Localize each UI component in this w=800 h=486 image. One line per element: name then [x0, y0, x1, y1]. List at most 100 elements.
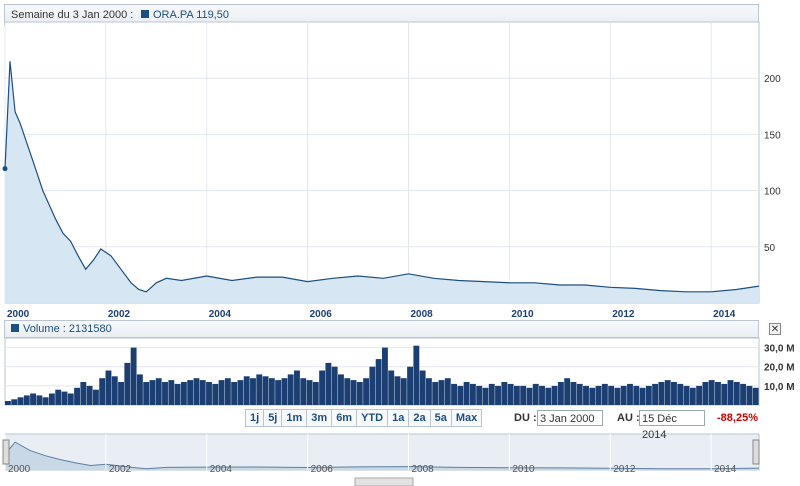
volume-bar — [677, 383, 684, 405]
volume-bar — [627, 383, 633, 405]
volume-bar — [740, 383, 747, 405]
volume-bar — [601, 383, 608, 405]
volume-bar — [752, 387, 759, 405]
range-button-5a[interactable]: 5a — [429, 409, 452, 427]
volume-bar — [218, 380, 225, 405]
week-label: Semaine du 3 Jan 2000 : — [11, 9, 134, 21]
range-button-ytd[interactable]: YTD — [356, 409, 389, 427]
range-button-max[interactable]: Max — [450, 409, 483, 427]
volume-bar — [325, 362, 332, 405]
volume-bar — [193, 378, 200, 405]
volume-bar — [162, 382, 168, 405]
volume-bar — [268, 378, 275, 405]
volume-bar — [136, 374, 143, 405]
volume-bar — [74, 387, 80, 405]
volume-bar — [86, 385, 93, 405]
volume-bar — [231, 382, 238, 405]
volume-bar — [55, 389, 62, 405]
volume-bar — [501, 382, 508, 405]
x-tick-label: 2006 — [310, 309, 333, 320]
volume-bar — [746, 385, 753, 405]
volume-bar — [375, 359, 382, 405]
volume-bar — [495, 385, 501, 405]
x-tick-label: 2014 — [713, 309, 736, 320]
volume-bar — [551, 385, 558, 405]
volume-bar — [400, 378, 407, 405]
volume-bar — [180, 382, 187, 405]
volume-bar — [80, 382, 87, 405]
volume-bar — [168, 380, 175, 405]
navigator-right-handle[interactable] — [752, 439, 760, 465]
price-panel-border — [4, 21, 760, 304]
volume-bar — [331, 366, 338, 405]
volume-bar — [92, 389, 99, 405]
volume-bar — [482, 387, 489, 405]
volume-bar — [250, 378, 256, 405]
volume-bar — [689, 387, 696, 405]
legend-swatch — [141, 10, 149, 19]
volume-bar — [658, 382, 665, 405]
volume-bar — [344, 378, 351, 405]
navigator-tick-label: 2000 — [8, 464, 31, 475]
range-button-6m[interactable]: 6m — [331, 409, 358, 427]
navigator-tick-label: 2012 — [613, 464, 636, 475]
navigator-panel[interactable] — [4, 433, 760, 471]
volume-bar — [451, 383, 457, 405]
volume-bar — [683, 385, 690, 405]
volume-bar — [312, 382, 319, 405]
navigator-tick-label: 2008 — [411, 464, 434, 475]
volume-bar — [513, 385, 520, 405]
navigator-left-handle[interactable] — [2, 439, 10, 465]
x-tick-label: 2008 — [410, 309, 433, 320]
volume-bar — [620, 385, 627, 405]
volume-bar — [444, 378, 451, 405]
price-area — [5, 61, 759, 303]
volume-bar — [457, 385, 464, 405]
volume-bar — [419, 370, 426, 405]
volume-bar — [526, 387, 533, 405]
volume-bar — [589, 387, 596, 405]
volume-bar — [11, 399, 18, 405]
volume-bar — [262, 376, 269, 405]
volume-bar — [576, 383, 583, 405]
symbol-legend: ORA.PA 119,50 — [141, 9, 229, 21]
volume-bar — [174, 383, 181, 405]
volume-bar — [363, 378, 370, 405]
volume-bar — [413, 345, 420, 405]
range-button-2a[interactable]: 2a — [408, 409, 431, 427]
range-buttons: 1j 5j 1m 3m 6m YTD 1a 2a 5a Max — [245, 409, 483, 429]
range-button-5j[interactable]: 5j — [263, 409, 283, 427]
volume-bar — [715, 382, 721, 405]
volume-bar — [67, 393, 74, 405]
volume-bar — [696, 385, 703, 405]
volume-bar — [287, 374, 294, 405]
navigator-scrollbar[interactable] — [354, 477, 414, 486]
volume-bar — [369, 366, 376, 405]
range-button-1m[interactable]: 1m — [281, 409, 308, 427]
volume-bar — [149, 380, 156, 405]
volume-bar — [306, 380, 313, 405]
volume-bar — [206, 382, 212, 405]
volume-bar — [36, 395, 43, 405]
volume-bar — [61, 391, 68, 405]
volume-tick-label: 30,0 M — [764, 344, 795, 355]
volume-bar — [608, 385, 615, 405]
from-date-input[interactable]: 3 Jan 2000 — [537, 410, 603, 426]
volume-bar — [224, 378, 231, 405]
volume-bar — [5, 401, 11, 405]
range-button-1a[interactable]: 1a — [387, 409, 410, 427]
volume-bar — [488, 383, 495, 405]
close-volume-button[interactable]: ✕ — [769, 323, 781, 335]
y-tick-label: 100 — [764, 187, 781, 198]
volume-bar — [319, 370, 326, 405]
volume-bar — [382, 347, 388, 405]
volume-bar — [23, 395, 30, 405]
volume-bar — [727, 380, 734, 405]
range-button-1j[interactable]: 1j — [245, 409, 265, 427]
volume-bar — [275, 380, 282, 405]
to-date-input[interactable]: 15 Déc 2014 — [639, 410, 705, 441]
range-button-3m[interactable]: 3m — [306, 409, 333, 427]
volume-bar — [507, 383, 514, 405]
percent-change: -88,25% — [717, 412, 758, 424]
